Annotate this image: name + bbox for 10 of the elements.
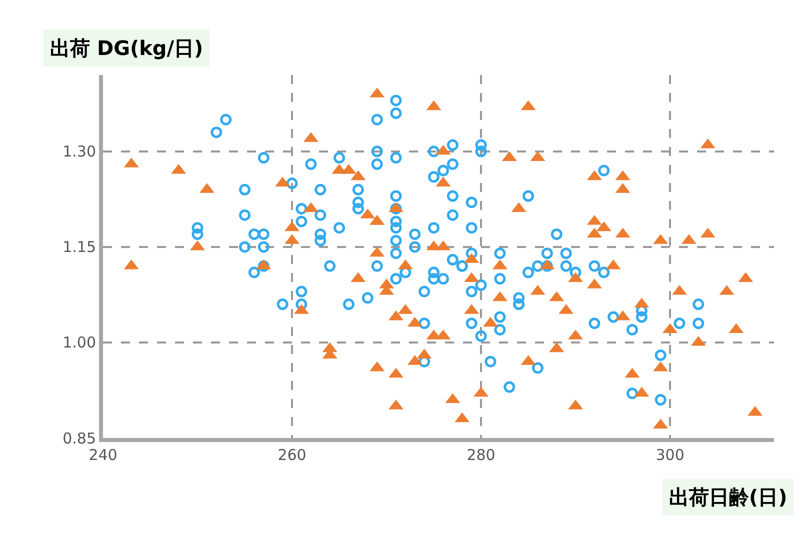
y-tick-label: 1.00 bbox=[62, 334, 96, 352]
y-axis-title: 出荷 DG(kg/日) bbox=[50, 36, 204, 60]
x-tick-label: 280 bbox=[466, 446, 496, 464]
x-tick-label: 300 bbox=[656, 446, 684, 464]
y-tick-label: 1.30 bbox=[62, 142, 96, 161]
x-tick-label: 260 bbox=[278, 446, 306, 464]
y-tick-label: 0.85 bbox=[62, 429, 96, 448]
x-axis-title: 出荷日齢(日) bbox=[669, 485, 788, 509]
y-tick-label: 1.15 bbox=[62, 238, 96, 256]
x-tick-label: 240 bbox=[88, 446, 118, 464]
